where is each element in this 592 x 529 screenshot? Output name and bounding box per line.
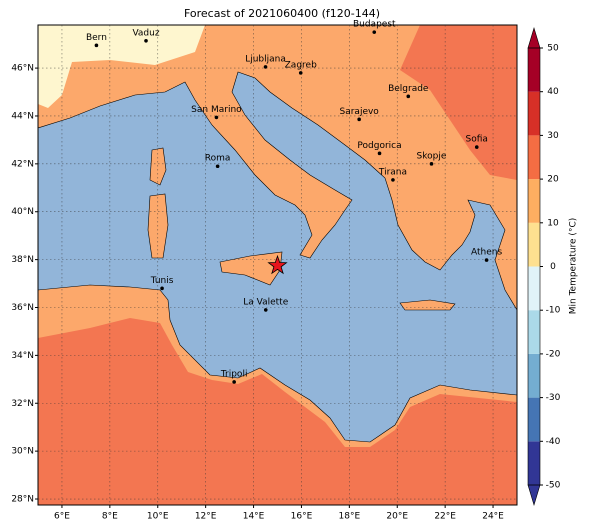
x-tick-label: 18°E — [339, 512, 361, 522]
x-tick-label: 16°E — [291, 512, 313, 522]
city-label: Skopje — [417, 151, 447, 161]
colorbar-tick-label: -10 — [546, 306, 561, 316]
x-tick-label: 8°E — [102, 512, 118, 522]
colorbar-extend — [527, 26, 541, 49]
city-label: Sarajevo — [340, 107, 380, 117]
x-tick-label: 22°E — [434, 512, 456, 522]
alps-zone — [38, 25, 205, 108]
y-tick-label: 28°N — [11, 495, 34, 505]
colorbar-tick-label: 50 — [547, 44, 559, 54]
city-marker — [160, 286, 164, 291]
city-marker — [357, 117, 361, 122]
x-tick-label: 12°E — [195, 512, 217, 522]
city-marker — [263, 65, 268, 69]
city-label: Belgrade — [388, 84, 429, 94]
city-marker — [298, 71, 303, 75]
colorbar-segment — [528, 441, 540, 485]
colorbar-segment — [528, 91, 540, 136]
city-label: Tirana — [378, 167, 407, 177]
city-marker — [232, 380, 236, 384]
city-label: Tripoli — [220, 369, 248, 379]
island — [147, 147, 456, 311]
city-label: Tunis — [150, 276, 174, 286]
city-marker — [144, 39, 148, 43]
colorbar-tick-label: -30 — [546, 393, 561, 403]
city-marker — [215, 164, 220, 169]
colorbar-tick-label: -20 — [546, 349, 561, 359]
city-label: Athens — [471, 248, 502, 258]
x-tick-label: 10°E — [147, 512, 169, 522]
city-label: Bern — [86, 33, 107, 43]
city-marker — [263, 308, 268, 312]
colorbar-tick-label: -50 — [546, 481, 561, 491]
city-marker — [429, 162, 434, 166]
colorbar-segment — [528, 353, 540, 398]
city-label: La Valette — [243, 297, 288, 307]
city-label: Sofia — [466, 135, 488, 145]
city-marker — [94, 43, 99, 48]
city-marker — [214, 115, 219, 120]
colorbar-tick-label: 30 — [547, 131, 559, 141]
colorbar-segment — [528, 266, 540, 311]
y-tick-label: 38°N — [11, 255, 34, 265]
colorbar-tick-label: 0 — [550, 262, 556, 272]
x-tick-label: 24°E — [482, 512, 504, 522]
city-label: San Marino — [191, 105, 242, 115]
y-tick-label: 42°N — [11, 159, 34, 169]
y-tick-label: 30°N — [11, 447, 34, 457]
colorbar-segment — [528, 397, 540, 442]
city-label: Zagreb — [285, 60, 317, 70]
colorbar-segment — [528, 48, 540, 92]
x-tick-label: 14°E — [243, 512, 265, 522]
y-tick-label: 44°N — [11, 111, 34, 121]
city-marker — [377, 151, 382, 156]
y-tick-label: 36°N — [11, 303, 34, 313]
city-label: Vaduz — [132, 28, 159, 38]
colorbar-segment — [528, 222, 540, 267]
city-label: Ljubljana — [245, 54, 286, 64]
y-tick-label: 40°N — [11, 207, 34, 217]
city-marker — [406, 94, 411, 99]
colorbar-tick-label: 10 — [547, 218, 559, 228]
y-tick-label: 34°N — [11, 351, 34, 361]
colorbar-segment — [528, 179, 540, 223]
city-marker — [474, 145, 479, 149]
colorbar-tick-label: -40 — [546, 437, 561, 447]
city-marker — [484, 258, 489, 262]
colorbar-extend — [527, 484, 541, 507]
city-label: Roma — [205, 154, 231, 164]
colorbar-segment — [528, 310, 540, 354]
city-marker — [391, 178, 395, 182]
city-label: Budapest — [353, 20, 396, 30]
event-star — [267, 254, 288, 275]
colorbar-segment — [528, 135, 540, 180]
x-tick-label: 6°E — [54, 512, 70, 522]
colorbar-tick-label: 20 — [547, 175, 559, 185]
y-tick-label: 32°N — [11, 399, 34, 409]
colorbar-tick-label: 40 — [547, 87, 559, 97]
colorbar-label: Min Temperature (°C) — [569, 218, 579, 315]
hot-zone — [400, 25, 517, 180]
city-marker — [372, 30, 377, 34]
x-tick-label: 20°E — [386, 512, 408, 522]
city-label: Podgorica — [357, 141, 401, 151]
y-tick-label: 46°N — [11, 64, 34, 74]
title: Forecast of 2021060400 (f120-144) — [184, 7, 380, 20]
map-frame — [37, 24, 518, 506]
